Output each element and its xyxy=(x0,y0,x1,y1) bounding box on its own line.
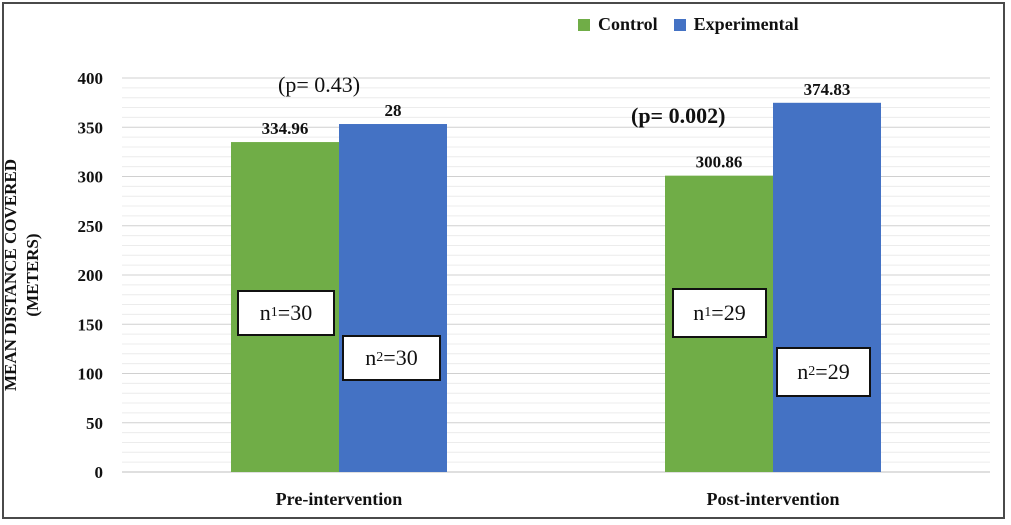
y-tick-labels: 0 50 100 150 200 250 300 350 400 xyxy=(78,69,104,482)
n-box-post-experimental: n 2 =29 xyxy=(776,347,871,397)
n-box-pre-control-base: n xyxy=(259,300,271,325)
bar-value-labels: 334.96 28 300.86 374.83 xyxy=(262,80,851,172)
n-box-post-control-value: =29 xyxy=(711,300,746,325)
n-box-post-experimental-base: n xyxy=(797,359,809,384)
legend-item-control: Control xyxy=(578,14,658,35)
pre-p-value: (p= 0.43) xyxy=(278,72,361,97)
n-box-post-experimental-sub: 2 xyxy=(808,364,816,379)
legend-label-control: Control xyxy=(598,14,658,34)
n-box-pre-experimental-value: =30 xyxy=(383,345,418,370)
legend: Control Experimental xyxy=(578,14,815,35)
n-box-pre-control: n 1 =30 xyxy=(237,290,335,336)
legend-swatch-experimental xyxy=(673,18,686,31)
n-box-post-control-base: n xyxy=(693,300,705,325)
x-tick-label: Pre-intervention xyxy=(276,489,403,509)
y-tick-label: 200 xyxy=(78,266,104,285)
bar-value-label: 300.86 xyxy=(696,153,743,172)
x-tick-label: Post-intervention xyxy=(707,489,840,509)
y-tick-label: 400 xyxy=(78,69,104,88)
bar-value-label: 28 xyxy=(385,101,402,120)
y-axis-label-line-1: MEAN DISTANCE COVERED xyxy=(1,158,20,392)
n-box-post-experimental-value: =29 xyxy=(815,359,850,384)
post-p-value: (p= 0.002) xyxy=(631,103,726,128)
n-box-post-control: n 1 =29 xyxy=(672,288,767,338)
n-box-pre-control-sub: 1 xyxy=(270,305,278,320)
y-axis-label: MEAN DISTANCE COVERED (METERS) xyxy=(0,159,44,391)
x-tick-labels: Pre-intervention Post-intervention xyxy=(276,489,840,509)
bars xyxy=(231,102,881,473)
y-tick-label: 0 xyxy=(95,463,104,482)
n-box-post-control-sub: 1 xyxy=(704,305,712,320)
bar-value-label: 334.96 xyxy=(262,119,309,138)
legend-item-experimental: Experimental xyxy=(673,14,799,35)
n-box-pre-experimental: n 2 =30 xyxy=(342,335,441,381)
y-tick-label: 250 xyxy=(78,217,104,236)
y-axis-label-line-2: (METERS) xyxy=(23,233,42,317)
y-tick-label: 300 xyxy=(78,168,104,187)
bar-value-label: 374.83 xyxy=(804,80,851,99)
y-tick-label: 100 xyxy=(78,365,104,384)
n-box-pre-experimental-sub: 2 xyxy=(376,350,384,365)
n-box-pre-experimental-base: n xyxy=(365,345,377,370)
legend-label-experimental: Experimental xyxy=(693,14,799,34)
n-box-pre-control-value: =30 xyxy=(277,300,313,325)
y-tick-label: 50 xyxy=(86,414,103,433)
legend-swatch-control xyxy=(578,18,590,31)
bar-experimental-0 xyxy=(339,124,447,473)
y-tick-label: 150 xyxy=(78,315,104,334)
y-tick-label: 350 xyxy=(78,118,104,137)
bar-experimental-1 xyxy=(773,102,881,472)
